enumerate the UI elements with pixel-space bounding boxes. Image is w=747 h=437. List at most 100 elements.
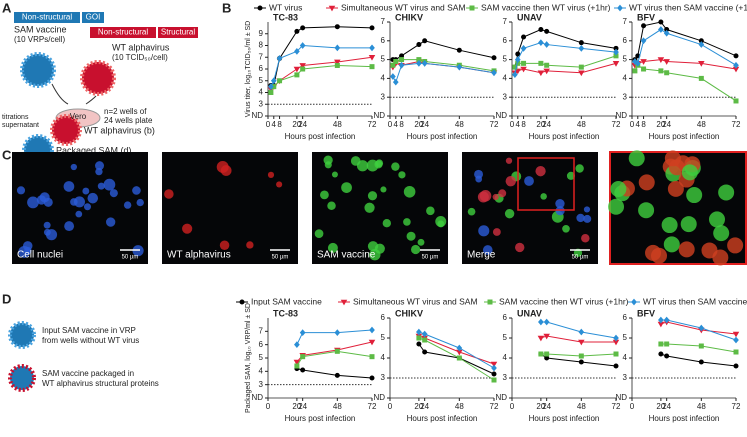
x-tick-label: 72 [490,402,499,411]
cell [64,221,75,232]
x-tick-label: 20 [414,402,423,411]
point [613,363,619,369]
x-tick-label: 48 [333,402,342,411]
point [514,68,522,75]
legend-label: WT virus [269,2,302,12]
legend-marker [487,299,493,305]
cell [661,217,678,234]
cell [713,225,730,242]
point [641,23,647,29]
point [544,62,550,68]
cell [83,203,92,211]
point [294,341,300,349]
y-axis-label: Virus titer, log₁₀TCID₅₀/ml ± SD [245,21,252,117]
y-tick-label: 5 [381,55,386,64]
panel-label: D [2,291,11,306]
point [491,364,497,372]
point [658,19,664,25]
point [538,60,544,66]
point [294,28,300,34]
y-tick-label: 5 [503,55,508,64]
wells: n=2 wells of [104,107,147,116]
point [658,341,664,347]
x-tick-label: 4 [636,120,641,129]
series-line [634,59,737,70]
x-tick-label: 20 [414,120,423,129]
point [456,47,462,53]
cell [515,242,525,253]
cell [718,184,735,201]
chart-title: TC-83 [273,12,298,22]
gene-block [14,12,80,23]
gene-label: Structural [161,28,195,37]
cell [43,221,51,229]
cell [267,171,275,178]
legend-marker [340,299,348,306]
point [514,56,521,63]
point [398,61,405,69]
point [334,62,340,68]
cell [366,159,379,172]
cell [410,244,421,255]
cell [478,225,490,237]
particle-icons [8,321,36,392]
scale-label: 50 µm [272,255,289,261]
point [491,377,497,383]
wt-name: WT alphavirus [112,42,170,52]
scale-label: 50 µm [422,255,439,261]
cell-label: Vero [70,112,87,121]
point [658,351,664,357]
legend-marker [631,298,637,306]
point [416,59,422,67]
cell [63,181,75,192]
cell [475,175,483,183]
point [416,328,422,336]
cell [16,186,26,195]
x-tick-label: 48 [697,120,706,129]
point [293,359,301,366]
point [544,28,550,34]
point [300,25,306,31]
point [334,59,341,66]
gene-block [158,27,198,38]
point [543,41,550,48]
x-tick-label: 8 [521,120,526,129]
point [578,40,584,46]
point [300,66,306,72]
point [640,37,647,45]
x-tick-label: 20 [292,120,301,129]
y-tick-label: 3 [503,92,508,101]
cell [437,220,445,228]
cell [75,210,83,218]
point [399,57,405,63]
axis [389,318,494,399]
legend-marker [328,5,336,12]
series-line [296,341,373,363]
legend-label: WT virus then SAM vaccine (+1hr) [629,2,747,12]
y-tick-label: ND [495,111,507,120]
y-tick-label: 3 [623,373,628,382]
y-tick-label: 6 [381,313,386,322]
point [334,329,341,337]
point [491,55,497,61]
image-label: Cell nuclei [17,250,63,261]
cell [276,181,283,188]
cell [95,167,103,176]
point [733,53,739,59]
point [299,42,306,49]
point [276,55,283,62]
y-tick-label: 9 [259,29,264,38]
cell [219,240,230,250]
x-tick-label: 20 [536,402,545,411]
y-tick-label: ND [615,111,627,120]
wt-dose: (10 TCID₅₀/cell) [112,53,168,62]
cell [367,241,379,252]
point [658,68,664,74]
y-tick-label: ND [251,393,263,402]
point [334,24,340,30]
point [578,328,585,336]
cell [467,207,476,216]
cell [109,189,118,198]
y-tick-label: 4 [259,88,264,97]
